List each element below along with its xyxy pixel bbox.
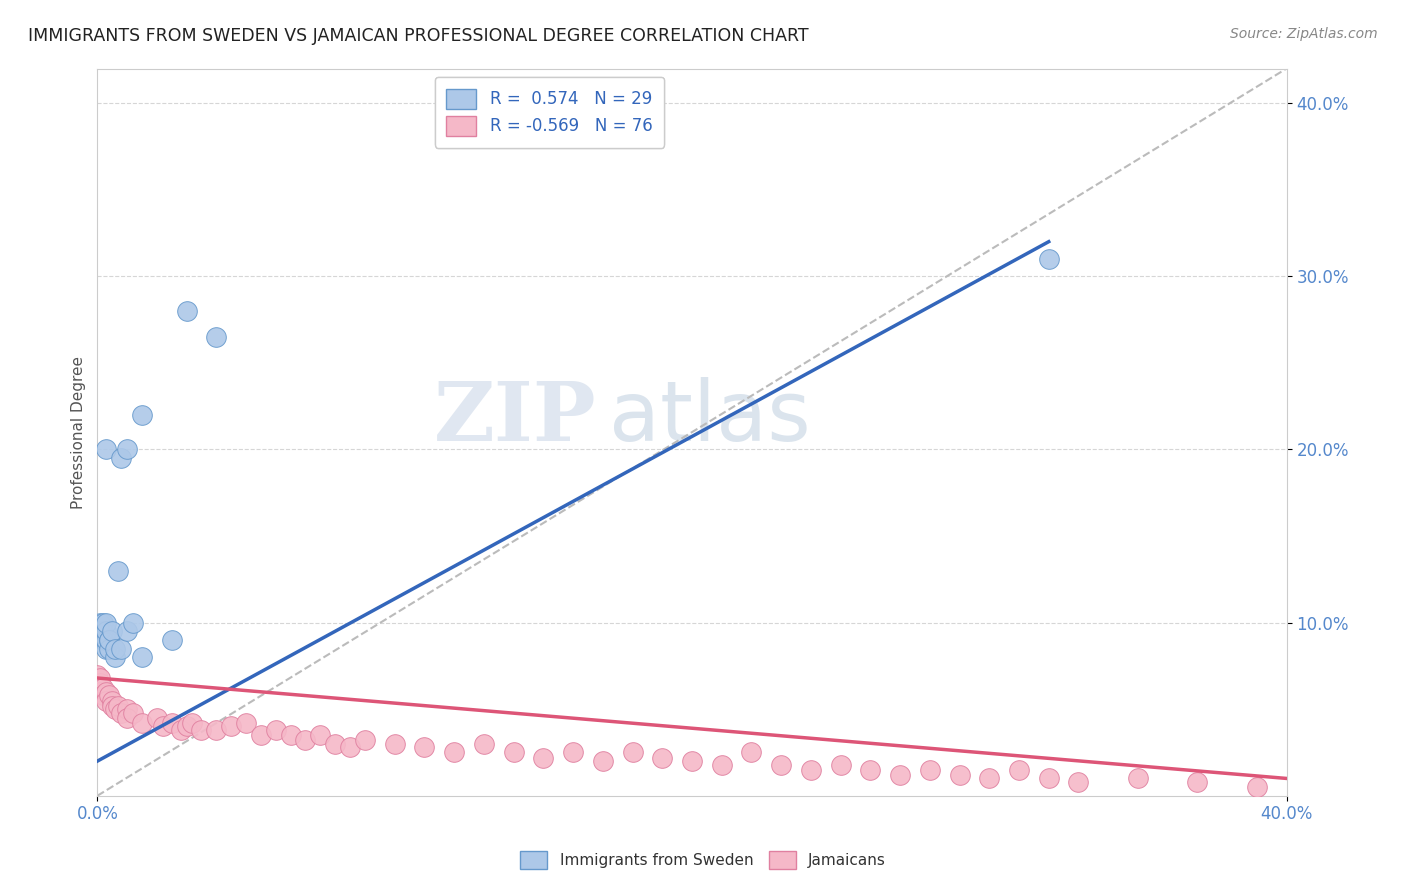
Point (169, 723, 191, 737)
Text: Source: ZipAtlas.com: Source: ZipAtlas.com (1230, 27, 1378, 41)
Point (98, 632, 121, 647)
Point (96, 442, 118, 457)
Point (110, 641, 132, 656)
Point (562, 746, 585, 760)
Point (101, 693, 124, 707)
Point (176, 719, 198, 733)
Point (205, 723, 228, 737)
Point (264, 723, 287, 737)
Point (918, 763, 941, 777)
Point (339, 740, 361, 755)
Point (91, 689, 114, 703)
Point (91, 615, 114, 630)
Point (89, 624, 111, 639)
Point (160, 632, 183, 647)
Text: atlas: atlas (609, 377, 810, 458)
Point (96, 632, 118, 647)
Point (190, 723, 212, 737)
Point (115, 711, 138, 725)
Point (1126, 772, 1149, 786)
Point (354, 733, 377, 747)
Point (592, 754, 614, 768)
Point (859, 763, 882, 777)
Point (89, 624, 111, 639)
Point (176, 304, 198, 318)
Point (98, 641, 121, 656)
Point (91, 681, 114, 696)
Point (86, 667, 108, 681)
Point (651, 750, 673, 764)
Point (104, 641, 127, 656)
Point (146, 711, 169, 725)
Point (979, 772, 1001, 786)
Point (110, 451, 132, 466)
Point (235, 716, 257, 731)
Point (294, 733, 316, 747)
Point (104, 650, 127, 665)
Point (89, 615, 111, 630)
Point (107, 698, 129, 713)
Point (323, 737, 346, 751)
Point (115, 624, 138, 639)
Point (96, 693, 118, 707)
Point (740, 746, 762, 760)
Point (889, 768, 911, 782)
Point (1008, 763, 1031, 777)
Point (1067, 775, 1090, 789)
Point (131, 408, 153, 422)
Point (91, 624, 114, 639)
Y-axis label: Professional Degree: Professional Degree (72, 356, 86, 508)
Point (1246, 780, 1268, 794)
Point (181, 716, 204, 731)
Point (122, 706, 145, 720)
Point (531, 750, 554, 764)
Point (830, 757, 852, 772)
Point (104, 702, 127, 716)
Point (122, 615, 145, 630)
Point (101, 624, 124, 639)
Point (309, 728, 332, 742)
Point (472, 737, 495, 751)
Text: ZIP: ZIP (434, 377, 596, 458)
Point (160, 716, 183, 731)
Point (443, 746, 465, 760)
Point (770, 757, 793, 772)
Point (96, 615, 118, 630)
Point (413, 740, 436, 755)
Point (91, 632, 114, 647)
Point (1038, 252, 1060, 266)
Point (96, 641, 118, 656)
Point (110, 706, 132, 720)
Point (96, 624, 118, 639)
Point (219, 719, 242, 733)
Point (502, 746, 524, 760)
Point (89, 685, 111, 699)
Point (205, 330, 228, 344)
Point (107, 564, 129, 578)
Point (96, 685, 118, 699)
Point (621, 746, 644, 760)
Point (89, 671, 111, 685)
Point (1038, 772, 1060, 786)
Point (115, 702, 138, 716)
Point (98, 632, 121, 647)
Point (710, 757, 733, 772)
Point (152, 719, 174, 733)
Point (98, 689, 121, 703)
Text: IMMIGRANTS FROM SWEDEN VS JAMAICAN PROFESSIONAL DEGREE CORRELATION CHART: IMMIGRANTS FROM SWEDEN VS JAMAICAN PROFE… (28, 27, 808, 45)
Point (681, 754, 703, 768)
Point (89, 676, 111, 690)
Point (384, 737, 406, 751)
Legend: Immigrants from Sweden, Jamaicans: Immigrants from Sweden, Jamaicans (513, 845, 893, 875)
Legend: R =  0.574   N = 29, R = -0.569   N = 76: R = 0.574 N = 29, R = -0.569 N = 76 (434, 77, 664, 147)
Point (131, 716, 153, 731)
Point (115, 442, 138, 457)
Point (800, 763, 823, 777)
Point (948, 768, 970, 782)
Point (101, 698, 124, 713)
Point (131, 650, 153, 665)
Point (280, 728, 302, 742)
Point (250, 728, 273, 742)
Point (1187, 775, 1209, 789)
